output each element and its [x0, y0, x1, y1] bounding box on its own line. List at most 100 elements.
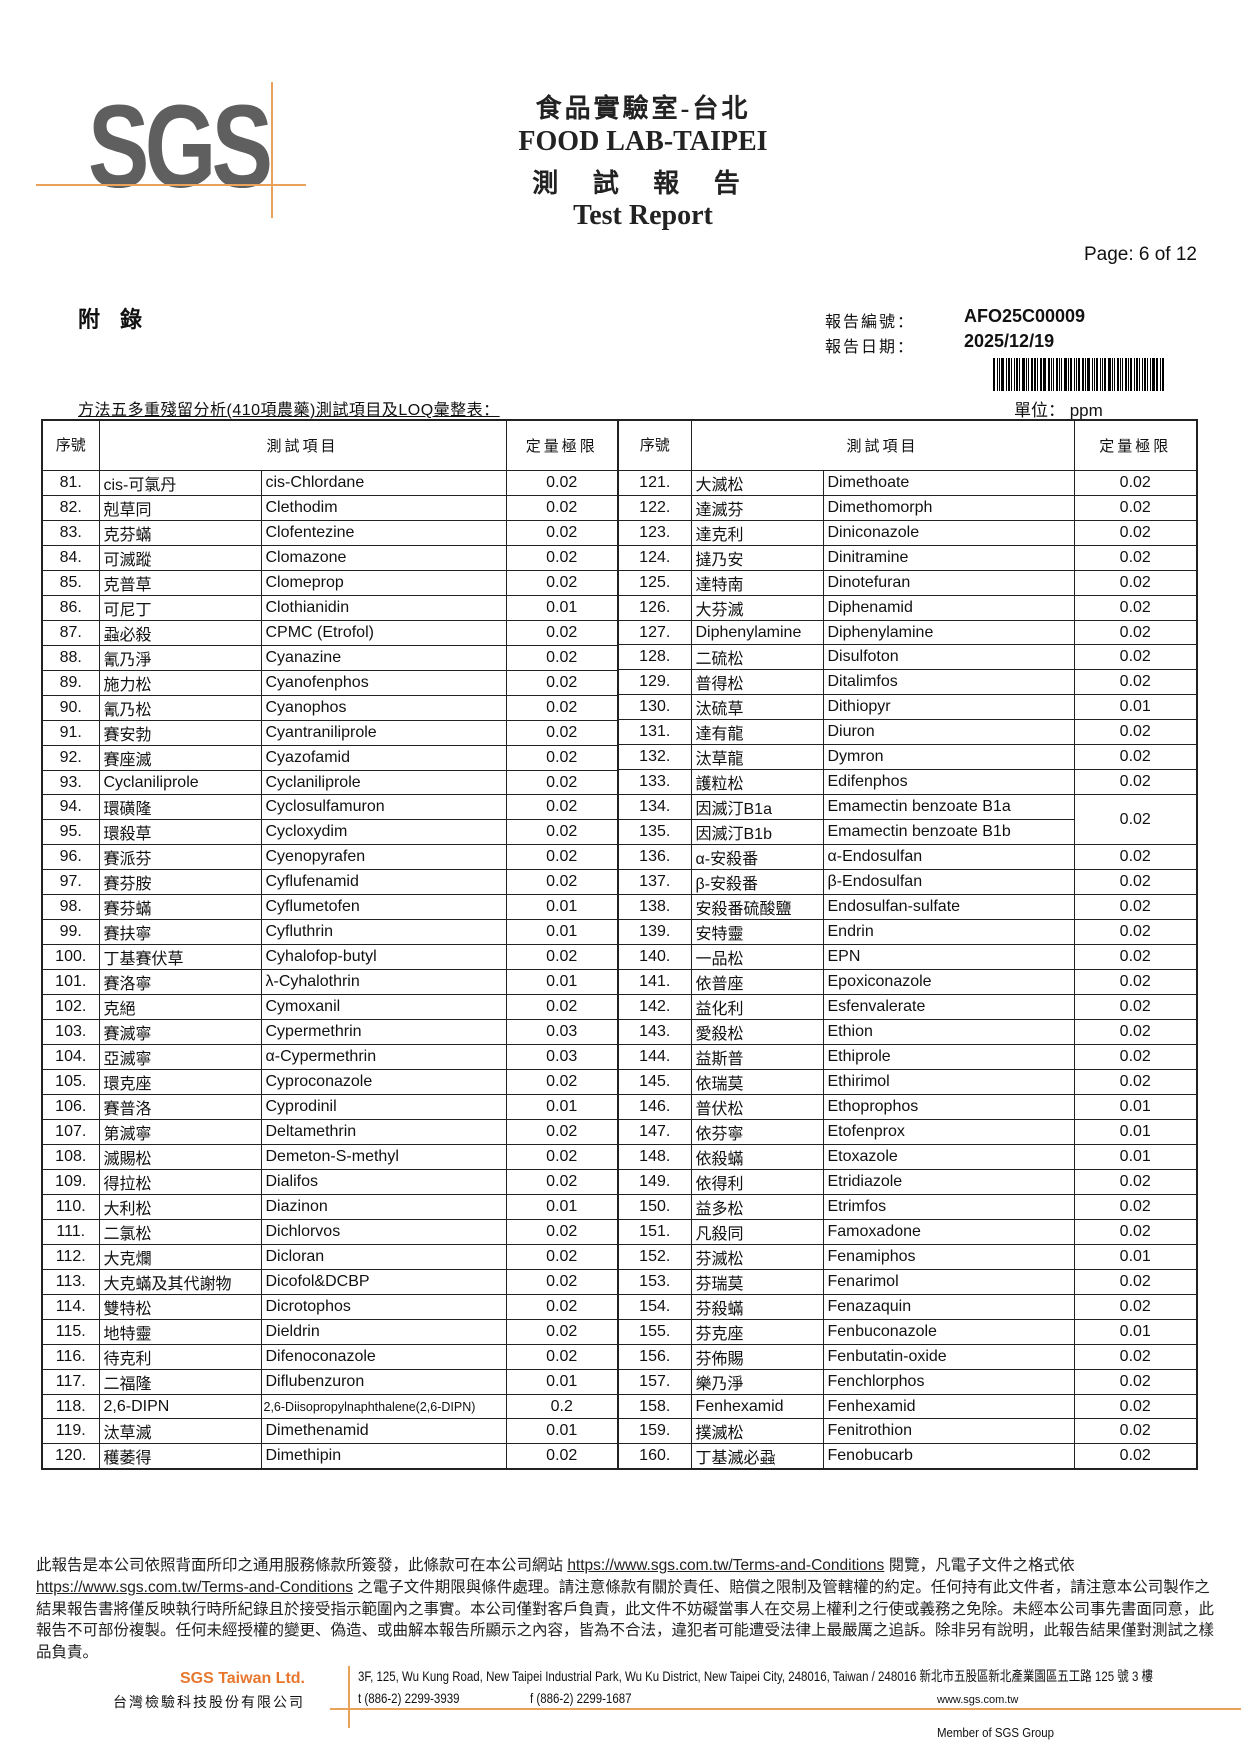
barcode-bar	[1099, 358, 1101, 391]
company-address: 3F, 125, Wu Kung Road, New Taipei Indust…	[358, 1668, 1154, 1684]
table-row: 106. 賽普洛 Cyprodinil 0.01	[41, 1094, 619, 1121]
terms-link-2[interactable]: https://www.sgs.com.tw/Terms-and-Conditi…	[36, 1578, 353, 1596]
name-zh: 可尼丁	[98, 595, 262, 621]
loq-value: 0.01	[1073, 1244, 1198, 1271]
barcode-bar	[1119, 358, 1121, 391]
barcode-bar	[1041, 358, 1043, 391]
loq-value: 0.02	[1073, 495, 1198, 521]
table-subtitle: 方法五多重殘留分析(410項農藥)測試項目及LOQ彙整表：	[78, 402, 500, 419]
row-number: 155.	[617, 1319, 692, 1346]
loq-value: 0.01	[1073, 1144, 1198, 1171]
name-en: Clomeprop	[260, 570, 507, 596]
name-zh: 因滅汀B1a	[690, 794, 824, 821]
barcode-bar	[1053, 358, 1055, 391]
table-row: 127. Diphenylamine Diphenylamine 0.02	[617, 619, 1198, 646]
name-en: Endosulfan-sulfate	[822, 894, 1075, 921]
website: www.sgs.com.tw	[937, 1694, 1019, 1706]
loq-value: 0.02	[505, 720, 619, 746]
name-en: cis-Chlordane	[260, 470, 507, 496]
table-row: 97. 賽芬胺 Cyflufenamid 0.02	[41, 869, 619, 896]
row-number: 81.	[41, 470, 100, 496]
name-en: Clethodim	[260, 495, 507, 521]
row-number: 102.	[41, 994, 100, 1021]
name-en: Cyazofamid	[260, 745, 507, 771]
loq-value: 0.02	[1073, 619, 1198, 646]
barcode-bar	[1095, 358, 1098, 391]
name-zh: 賽派芬	[98, 844, 262, 871]
name-en: Esfenvalerate	[822, 994, 1075, 1021]
name-zh: 依得利	[690, 1169, 824, 1196]
loq-value: 0.02	[1073, 944, 1198, 971]
loq-table-left: 序號 測試項目 定量極限 81. cis-可氯丹 cis-Chlordane 0.02…	[41, 419, 619, 1471]
loq-value: 0.02	[505, 495, 619, 521]
loq-value: 0.02	[1073, 894, 1198, 921]
loq-value: 0.01	[505, 969, 619, 996]
loq-value: 0.02	[505, 1169, 619, 1196]
table-row: 125. 達特南 Dinotefuran 0.02	[617, 570, 1198, 596]
barcode-bar	[1070, 358, 1073, 391]
barcode-bar	[1027, 358, 1029, 391]
name-en: Fenbutatin-oxide	[822, 1344, 1075, 1371]
barcode-bar	[1152, 358, 1156, 391]
row-number: 122.	[617, 495, 692, 521]
company-name-zh: 台灣檢驗科技股份有限公司	[113, 1694, 305, 1710]
name-zh: 護粒松	[690, 769, 824, 796]
table-row: 149. 依得利 Etridiazole 0.02	[617, 1169, 1198, 1196]
row-number: 130.	[617, 694, 692, 721]
name-zh: 克絕	[98, 994, 262, 1021]
name-en: Ethiprole	[822, 1044, 1075, 1071]
name-en: Deltamethrin	[260, 1119, 507, 1146]
row-number: 156.	[617, 1344, 692, 1371]
name-zh: 芬佈賜	[690, 1344, 824, 1371]
page-number: Page: 6 of 12	[1083, 244, 1197, 265]
table-row: 96. 賽派芬 Cyenopyrafen 0.02	[41, 844, 619, 871]
row-number: 111.	[41, 1219, 100, 1246]
loq-value: 0.02	[505, 645, 619, 671]
barcode-bar	[1064, 358, 1068, 391]
loq-value: 0.02	[1073, 1294, 1198, 1321]
appendix-heading: 附錄	[78, 307, 163, 332]
name-en: Cyflumetofen	[260, 894, 507, 921]
row-number: 123.	[617, 520, 692, 546]
table-row: 102. 克絕 Cymoxanil 0.02	[41, 994, 619, 1021]
row-number: 154.	[617, 1294, 692, 1321]
terms-link-1[interactable]: https://www.sgs.com.tw/Terms-and-Conditi…	[567, 1557, 885, 1574]
row-number: 83.	[41, 520, 100, 546]
name-en: Cyanophos	[260, 695, 507, 721]
loq-value: 0.02	[1073, 1369, 1198, 1396]
table-row: 103. 賽滅寧 Cypermethrin 0.03	[41, 1019, 619, 1046]
loq-value: 0.02	[1073, 644, 1198, 671]
name-en: Emamectin benzoate B1a	[822, 794, 1075, 821]
table-row: 91. 賽安勃 Cyantraniliprole 0.02	[41, 720, 619, 746]
row-number: 104.	[41, 1044, 100, 1071]
table-row: 88. 氰乃淨 Cyanazine 0.02	[41, 645, 619, 671]
name-zh: 氰乃淨	[98, 645, 262, 671]
loq-value: 0.02	[1073, 769, 1198, 796]
loq-value: 0.02	[505, 470, 619, 496]
name-zh: 依殺蟎	[690, 1144, 824, 1171]
name-zh: 汰硫草	[690, 694, 824, 721]
table-row: 89. 施力松 Cyanofenphos 0.02	[41, 670, 619, 696]
barcode-bar	[1078, 358, 1081, 391]
barcode-bar	[1013, 358, 1015, 391]
name-zh: 丁基賽伏草	[98, 944, 262, 971]
loq-value: 0.01	[505, 919, 619, 946]
row-number: 144.	[617, 1044, 692, 1071]
name-en: Etofenprox	[822, 1119, 1075, 1146]
name-en: Cyhalofop-butyl	[260, 944, 507, 971]
barcode-bar	[1113, 358, 1115, 391]
name-zh: 賽扶寧	[98, 919, 262, 946]
name-en: Fenarimol	[822, 1269, 1075, 1296]
name-en: Dicloran	[260, 1244, 507, 1271]
row-number: 113.	[41, 1269, 100, 1296]
table-row: 110. 大利松 Diazinon 0.01	[41, 1194, 619, 1221]
name-zh: 愛殺松	[690, 1019, 824, 1046]
name-zh: β-安殺番	[690, 869, 824, 896]
row-number: 142.	[617, 994, 692, 1021]
name-zh: 丁基滅必蝨	[690, 1443, 824, 1470]
company-name-en: SGS Taiwan Ltd.	[179, 1670, 305, 1687]
row-number: 82.	[41, 495, 100, 521]
name-en: Diflubenzuron	[260, 1369, 507, 1396]
row-number: 141.	[617, 969, 692, 996]
table-row: 115. 地特靈 Dieldrin 0.02	[41, 1319, 619, 1346]
